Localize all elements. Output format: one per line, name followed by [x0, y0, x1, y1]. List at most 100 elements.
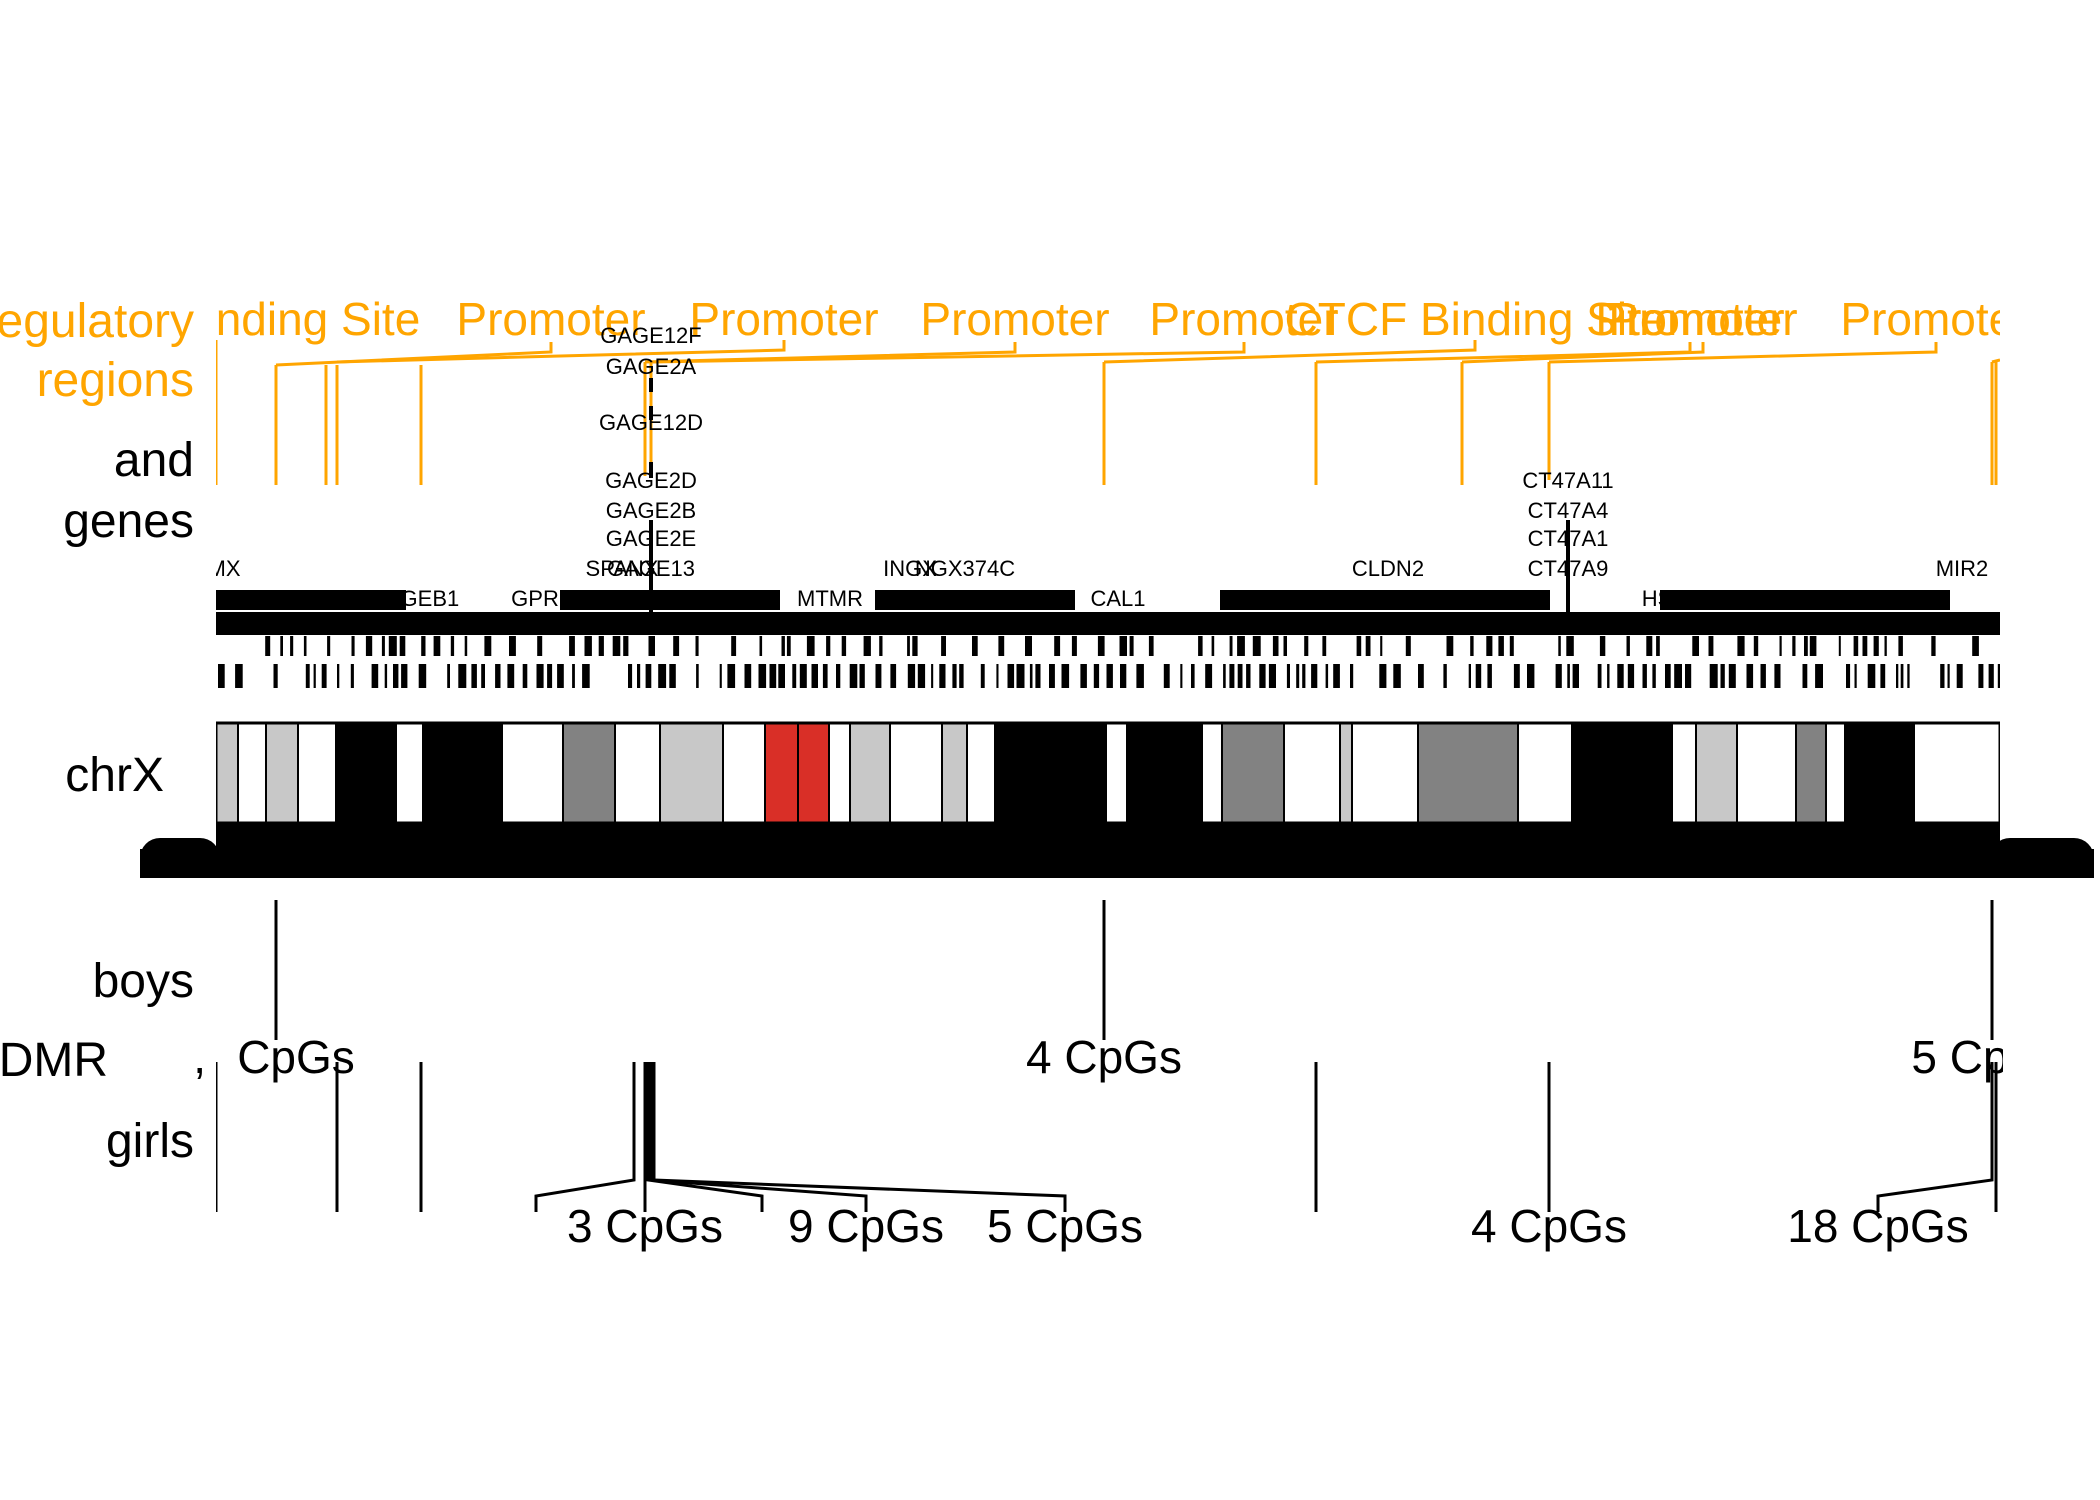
- exon-tick: [731, 636, 737, 656]
- ideogram-band: [1126, 722, 1203, 824]
- regulatory-region-label: Promoter: [1840, 293, 2029, 345]
- exon-tick: [1237, 664, 1243, 688]
- exon-tick: [826, 636, 831, 656]
- exon-tick: [273, 664, 278, 688]
- exon-tick: [1853, 636, 1859, 656]
- exon-tick: [381, 636, 385, 656]
- ideogram-band: [335, 722, 397, 824]
- exon-tick: [1898, 636, 1903, 656]
- gene-label: CAL1: [1090, 586, 1145, 611]
- regulatory-region-label: Promoter: [456, 293, 645, 345]
- boys-dmr-label-clipped: ,: [193, 1031, 206, 1083]
- exon-tick: [1136, 664, 1144, 688]
- genome-axis: [216, 823, 2000, 849]
- exon-tick: [1685, 664, 1692, 688]
- exon-tick: [1311, 664, 1318, 688]
- exon-tick: [952, 664, 957, 688]
- exon-tick: [879, 636, 883, 656]
- exon-tick: [1802, 664, 1808, 688]
- exon-tick: [421, 636, 426, 656]
- boys-dmr-label: CpGs: [237, 1031, 355, 1083]
- exon-tick: [598, 636, 604, 656]
- exon-tick: [1880, 664, 1886, 688]
- exon-tick: [645, 664, 652, 688]
- exon-tick: [980, 664, 985, 688]
- exon-tick: [1191, 664, 1195, 688]
- exon-tick: [569, 636, 575, 656]
- regulatory-connector: [650, 342, 1246, 364]
- exon-tick: [1567, 664, 1570, 688]
- genes-label-line1: and: [114, 434, 194, 487]
- exon-tick: [1873, 636, 1879, 656]
- exon-tick: [1272, 636, 1279, 656]
- exon-tick: [481, 664, 485, 688]
- exon-tick: [1475, 664, 1482, 688]
- exon-tick: [1268, 664, 1276, 688]
- exon-tick: [1405, 636, 1411, 656]
- exon-tick: [744, 664, 752, 688]
- regulatory-region-label: Promoter: [1608, 293, 1797, 345]
- regulatory-labels: nding Site Promoter Promoter Promoter Pr…: [216, 293, 2029, 345]
- exon-tick: [1931, 636, 1936, 656]
- exon-tick: [1016, 664, 1025, 688]
- exon-tick: [1746, 664, 1754, 688]
- exon-tick: [972, 636, 978, 656]
- exon-tick: [1487, 664, 1492, 688]
- exon-tick: [1007, 664, 1015, 688]
- exon-tick: [388, 636, 397, 656]
- exon-tick: [399, 636, 406, 656]
- exon-tick: [1572, 664, 1579, 688]
- ideogram-band: [1736, 722, 1797, 824]
- exon-tick: [769, 664, 777, 688]
- exon-tick: [1252, 636, 1261, 656]
- exon-tick: [1607, 664, 1610, 688]
- exon-tick: [365, 636, 373, 656]
- exon-tick: [1229, 636, 1233, 656]
- exon-tick: [1760, 664, 1766, 688]
- exon-tick: [841, 636, 847, 656]
- gene-clutter: [1220, 590, 1550, 610]
- exon-tick: [822, 664, 828, 688]
- girls-dmr-connector: [534, 1062, 636, 1212]
- gene-clutter: [1660, 590, 1950, 610]
- exon-tick: [265, 636, 271, 656]
- exon-tick: [1809, 636, 1817, 656]
- exon-tick: [1223, 664, 1226, 688]
- exon-tick: [509, 636, 516, 656]
- exon-tick: [464, 636, 468, 656]
- exon-tick: [875, 664, 882, 688]
- gene-label: SPANX: [586, 556, 659, 581]
- exon-tick: [695, 636, 699, 656]
- exon-tick: [1380, 636, 1383, 656]
- exon-tick: [1709, 664, 1718, 688]
- exon-tick: [371, 664, 379, 688]
- exon-tick: [917, 664, 926, 688]
- exon-tick: [1246, 664, 1251, 688]
- exon-row: [218, 664, 2000, 688]
- exon-tick: [859, 664, 865, 688]
- exon-tick: [1867, 664, 1876, 688]
- ideogram-band: [1825, 722, 1846, 824]
- exon-tick: [792, 664, 797, 688]
- boys-dmr-label: 5 Cp: [1911, 1031, 2008, 1083]
- exon-tick: [1443, 664, 1447, 688]
- exon-tick: [1237, 636, 1245, 656]
- exon-tick: [1080, 664, 1087, 688]
- exon-tick: [1597, 664, 1602, 688]
- exon-tick: [1737, 636, 1745, 656]
- exon-tick: [1302, 664, 1306, 688]
- exon-tick: [1418, 664, 1424, 688]
- exon-tick: [547, 664, 553, 688]
- exon-tick: [1617, 664, 1624, 688]
- ideogram-band: [1351, 722, 1419, 824]
- gene-row: [216, 620, 2000, 634]
- exon-tick: [1468, 664, 1471, 688]
- exon-tick: [1792, 636, 1796, 656]
- ideogram-band: [1339, 722, 1353, 824]
- ideogram-band: [1417, 722, 1519, 824]
- exon-tick: [1656, 636, 1660, 656]
- gene-label: CT47A4: [1528, 498, 1609, 523]
- exon-tick: [1646, 636, 1653, 656]
- boys-dmr-label: 4 CpGs: [1026, 1031, 1182, 1083]
